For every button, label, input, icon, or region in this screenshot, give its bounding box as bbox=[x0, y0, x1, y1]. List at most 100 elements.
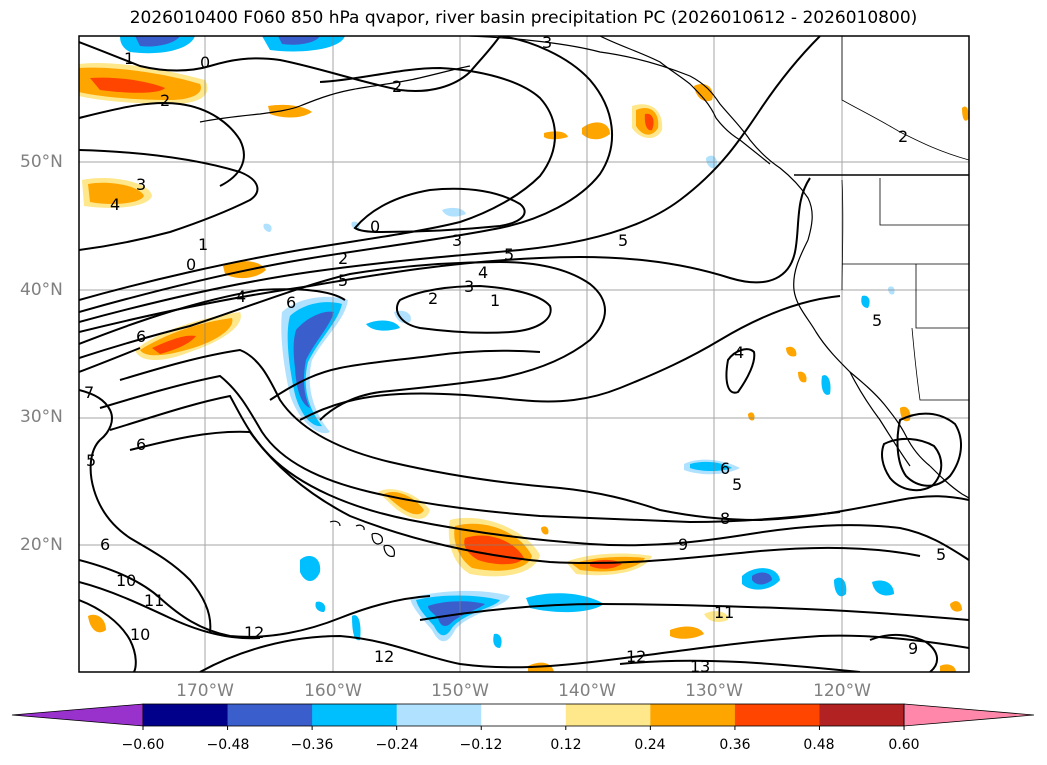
contour-label: 6 bbox=[136, 435, 146, 454]
contour-label: 10 bbox=[130, 625, 150, 644]
positive-patch bbox=[950, 601, 962, 612]
contour-line bbox=[619, 659, 861, 672]
negative-patch bbox=[263, 223, 272, 232]
contour-label: 2 bbox=[160, 91, 170, 110]
negative-patch bbox=[493, 633, 502, 648]
colorbar-tick-label: −0.36 bbox=[290, 737, 334, 753]
colorbar-segment bbox=[312, 704, 398, 726]
positive-patch bbox=[940, 664, 956, 672]
colorbar-tick-label: 0.24 bbox=[634, 737, 666, 753]
colorbar-tick-label: −0.48 bbox=[206, 737, 250, 753]
contour-label: 6 bbox=[720, 459, 730, 478]
shading-layer bbox=[79, 36, 969, 672]
contour-label: 2 bbox=[428, 289, 438, 308]
contour-label: 2 bbox=[392, 77, 402, 96]
colorbar-segment bbox=[396, 704, 482, 726]
negative-patch bbox=[366, 320, 400, 331]
colorbar-extend-high bbox=[903, 703, 1035, 727]
contour-label: 0 bbox=[370, 217, 380, 236]
positive-patch bbox=[704, 611, 729, 622]
contour-label: 12 bbox=[626, 647, 646, 666]
contour-line bbox=[109, 394, 969, 561]
contour-label: 3 bbox=[542, 33, 552, 52]
colorbar-segment bbox=[734, 704, 820, 726]
contour-line bbox=[869, 634, 938, 672]
contour-line bbox=[79, 66, 556, 301]
positive-patch bbox=[152, 335, 196, 354]
state-border bbox=[841, 178, 969, 401]
contour-line bbox=[79, 36, 501, 92]
qvapor-contours bbox=[79, 36, 969, 672]
negative-patch bbox=[752, 572, 772, 585]
colorbar-segment bbox=[227, 704, 313, 726]
contour-label: 7 bbox=[84, 383, 94, 402]
contour-line bbox=[199, 634, 969, 672]
lon-label-120w: 120°W bbox=[813, 681, 871, 701]
contour-label: 5 bbox=[504, 245, 514, 264]
us-west-coast bbox=[793, 239, 931, 467]
colorbar-segment bbox=[650, 704, 736, 726]
lon-label-150w: 150°W bbox=[431, 681, 489, 701]
contour-line bbox=[79, 599, 137, 672]
lon-label-130w: 130°W bbox=[685, 681, 743, 701]
colorbar-frame bbox=[142, 703, 905, 727]
lat-label-40n: 40°N bbox=[20, 280, 63, 300]
negative-patch bbox=[278, 36, 320, 45]
colorbar-tick-label: 0.12 bbox=[550, 737, 582, 753]
coastlines bbox=[199, 36, 969, 557]
positive-patch bbox=[268, 104, 312, 118]
negative-patch bbox=[300, 556, 321, 581]
contour-line bbox=[79, 347, 212, 633]
contour-label: 12 bbox=[374, 647, 394, 666]
contour-label: 6 bbox=[100, 535, 110, 554]
contour-line bbox=[881, 438, 943, 492]
colorbar-tick-label: −0.60 bbox=[121, 737, 165, 753]
colorbar-tick-label: 0.60 bbox=[888, 737, 920, 753]
colorbar-segment bbox=[565, 704, 651, 726]
positive-patch bbox=[88, 182, 144, 204]
contour-line bbox=[79, 149, 259, 251]
colorbar-segment bbox=[819, 704, 905, 726]
contour-label: 0 bbox=[186, 255, 196, 274]
contour-line bbox=[79, 581, 261, 640]
contour-label: 4 bbox=[236, 287, 246, 306]
negative-patch bbox=[135, 36, 180, 47]
contour-line bbox=[79, 177, 811, 333]
contour-label: 1 bbox=[490, 291, 500, 310]
contour-label: 5 bbox=[936, 545, 946, 564]
positive-patch bbox=[541, 526, 549, 535]
colorbar-tick-label: 0.36 bbox=[719, 737, 751, 753]
contour-line bbox=[79, 101, 245, 187]
contour-label: 13 bbox=[690, 657, 710, 676]
colorbar-tick-label: 0.48 bbox=[803, 737, 835, 753]
gridlines bbox=[79, 36, 969, 672]
positive-patch bbox=[88, 614, 106, 633]
contour-label: 2 bbox=[898, 127, 908, 146]
contour-line bbox=[79, 36, 613, 313]
positive-patch bbox=[748, 412, 755, 421]
contour-label: 12 bbox=[244, 623, 264, 642]
map-title: 2026010400 F060 850 hPa qvapor, river ba… bbox=[129, 8, 918, 28]
contour-label: 5 bbox=[618, 231, 628, 250]
contour-label: 9 bbox=[908, 639, 918, 658]
negative-patch bbox=[315, 601, 326, 612]
alaska-coast bbox=[469, 36, 813, 241]
colorbar-extend-low bbox=[11, 703, 144, 727]
alaska-fjords bbox=[599, 36, 771, 165]
negative-patch bbox=[690, 461, 732, 471]
lon-label-160w: 160°W bbox=[304, 681, 362, 701]
canada-interior bbox=[841, 36, 969, 161]
contour-line bbox=[896, 412, 962, 487]
contour-line bbox=[79, 260, 606, 421]
contour-line bbox=[269, 349, 541, 401]
contour-label: 9 bbox=[678, 535, 688, 554]
lon-label-170w: 170°W bbox=[176, 681, 234, 701]
contour-line bbox=[419, 602, 969, 621]
contour-label: 6 bbox=[286, 293, 296, 312]
mexico-coast bbox=[929, 465, 969, 499]
contour-line bbox=[79, 36, 821, 323]
colorbar-tick-label: −0.24 bbox=[375, 737, 419, 753]
contour-label: 2 bbox=[338, 249, 348, 268]
positive-patch bbox=[798, 371, 807, 383]
